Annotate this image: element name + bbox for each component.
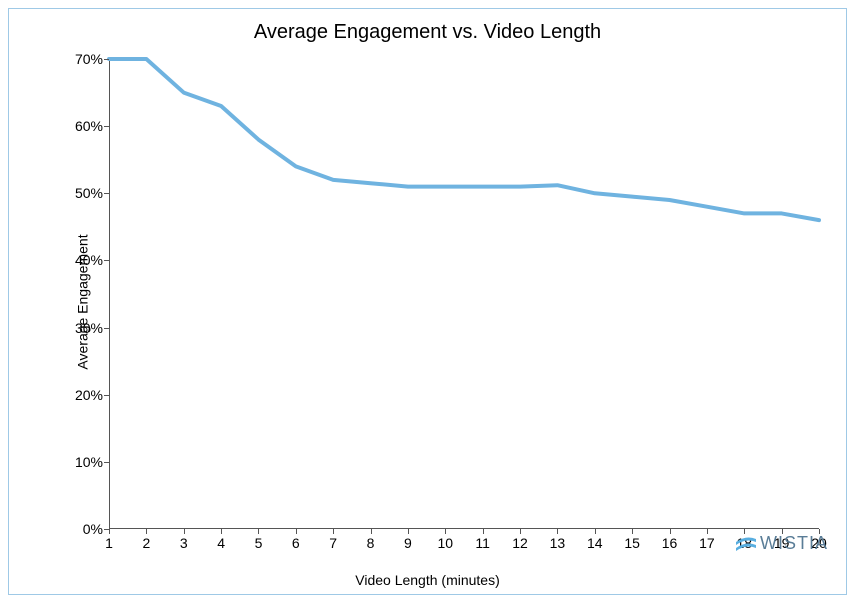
x-tick-mark (632, 529, 633, 534)
x-tick-mark (445, 529, 446, 534)
wistia-brand: WISTIA (736, 533, 828, 554)
x-tick-mark (670, 529, 671, 534)
x-tick-mark (333, 529, 334, 534)
x-tick-mark (371, 529, 372, 534)
x-tick-mark (184, 529, 185, 534)
chart-title: Average Engagement vs. Video Length (9, 21, 846, 44)
y-tick-mark (104, 260, 109, 261)
x-tick-mark (483, 529, 484, 534)
x-tick-mark (707, 529, 708, 534)
plot-area: 0%10%20%30%40%50%60%70%12345678910111213… (109, 59, 819, 529)
y-tick-mark (104, 59, 109, 60)
x-tick-mark (520, 529, 521, 534)
wistia-logo-icon (736, 536, 756, 552)
x-axis-label: Video Length (minutes) (9, 572, 846, 588)
x-tick-mark (557, 529, 558, 534)
x-tick-mark (296, 529, 297, 534)
wistia-brand-text: WISTIA (760, 533, 828, 554)
chart-panel: Average Engagement vs. Video Length Aver… (8, 8, 847, 595)
x-tick-mark (146, 529, 147, 534)
x-tick-mark (221, 529, 222, 534)
x-tick-mark (109, 529, 110, 534)
y-tick-mark (104, 395, 109, 396)
line-series (109, 59, 819, 529)
y-tick-mark (104, 462, 109, 463)
x-tick-mark (258, 529, 259, 534)
y-tick-mark (104, 193, 109, 194)
chart-frame: Average Engagement vs. Video Length Aver… (0, 0, 855, 603)
y-tick-mark (104, 126, 109, 127)
y-tick-mark (104, 328, 109, 329)
x-tick-mark (595, 529, 596, 534)
x-tick-mark (408, 529, 409, 534)
